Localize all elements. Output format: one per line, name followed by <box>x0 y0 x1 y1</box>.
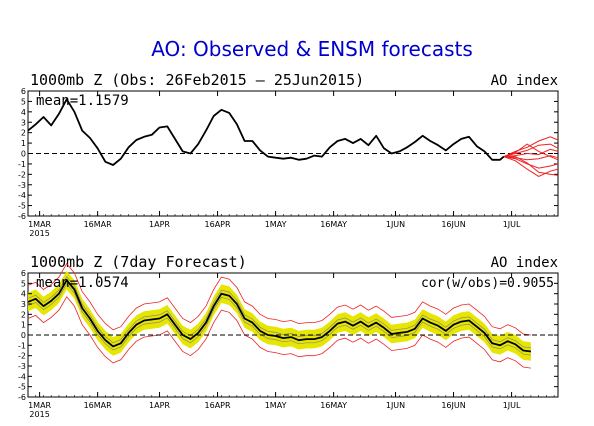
x-tick-label: 16MAR <box>84 220 113 229</box>
x-tick-label: 1APR <box>149 220 170 229</box>
x-tick-label: 16MAY <box>320 401 347 410</box>
y-tick-label: -3 <box>18 362 26 371</box>
x-tick-label: 16MAR <box>84 401 113 410</box>
y-tick-label: -1 <box>18 160 26 169</box>
y-tick-label: -6 <box>18 393 26 402</box>
x-tick-label: 16MAY <box>320 220 347 229</box>
correlation-label: cor(w/obs)=0.9055 <box>421 276 554 291</box>
y-tick-label: 0 <box>21 331 26 340</box>
y-tick-label: 2 <box>21 310 26 319</box>
x-tick-label: 1MAR <box>28 401 51 410</box>
mean-label: mean=1.1579 <box>36 93 129 109</box>
y-tick-label: -2 <box>18 170 26 179</box>
y-tick-label: 4 <box>21 290 26 299</box>
x-tick-label: 1JUN <box>386 401 405 410</box>
forecast-member-line <box>503 155 559 161</box>
x-tick-label: 16APR <box>205 401 231 410</box>
x-tick-label: 1JUL <box>503 401 521 410</box>
member-line <box>27 283 531 356</box>
y-tick-label: 4 <box>21 108 26 117</box>
y-tick-label: 1 <box>21 321 26 330</box>
y-tick-label: -4 <box>18 372 26 381</box>
x-tick-label: 2015 <box>29 229 49 238</box>
figure-title: AO: Observed & ENSM forecasts <box>151 37 473 61</box>
forecast-member-line <box>503 136 559 158</box>
panel-label: 1000mb Z (Obs: 26Feb2015 – 25Jun2015) <box>30 71 364 89</box>
x-tick-label: 2015 <box>29 410 49 419</box>
x-tick-label: 1JUN <box>386 220 405 229</box>
forecast-panel: 1000mb Z (7day Forecast) AO index6543210-… <box>18 253 559 419</box>
observed-panel: 1000mb Z (Obs: 26Feb2015 – 25Jun2015) AO … <box>18 71 559 238</box>
member-line <box>27 275 531 349</box>
y-tick-label: 5 <box>21 279 26 288</box>
y-tick-label: -3 <box>18 181 26 190</box>
forecast-member-line <box>503 143 559 161</box>
y-tick-label: -1 <box>18 341 26 350</box>
y-tick-label: -6 <box>18 212 26 221</box>
mean-label: mean=1.0574 <box>36 275 129 291</box>
x-tick-label: 1MAR <box>28 220 51 229</box>
y-tick-label: -5 <box>18 202 26 211</box>
spread-band <box>28 270 531 361</box>
y-tick-label: -2 <box>18 352 26 361</box>
index-label: AO index <box>491 73 558 89</box>
x-tick-label: 1JUL <box>503 220 521 229</box>
y-tick-label: 2 <box>21 129 26 138</box>
x-tick-label: 16JUN <box>441 401 465 410</box>
x-tick-label: 1MAY <box>265 401 287 410</box>
index-label: AO index <box>491 255 558 271</box>
forecast-member-line <box>503 156 559 169</box>
y-tick-label: 1 <box>21 139 26 148</box>
x-tick-label: 1MAY <box>265 220 287 229</box>
y-tick-label: 6 <box>21 87 26 96</box>
forecast-member-line <box>503 156 559 177</box>
series-line-observed <box>27 98 505 166</box>
y-tick-label: 3 <box>21 300 26 309</box>
panel-label: 1000mb Z (7day Forecast) <box>30 253 247 271</box>
y-tick-label: 0 <box>21 150 26 159</box>
envelope-upper <box>27 263 531 336</box>
y-tick-label: -5 <box>18 383 26 392</box>
y-tick-label: 6 <box>21 269 26 278</box>
forecast-member-line <box>503 156 559 176</box>
series-line-ensemble_mean <box>27 279 532 353</box>
forecast-member-line <box>503 148 559 158</box>
y-tick-label: 3 <box>21 118 26 127</box>
x-tick-label: 16APR <box>205 220 231 229</box>
y-tick-label: -4 <box>18 191 26 200</box>
x-tick-label: 16JUN <box>441 220 465 229</box>
envelope-lower <box>27 296 531 369</box>
y-tick-label: 5 <box>21 97 26 106</box>
x-tick-label: 1APR <box>149 401 170 410</box>
